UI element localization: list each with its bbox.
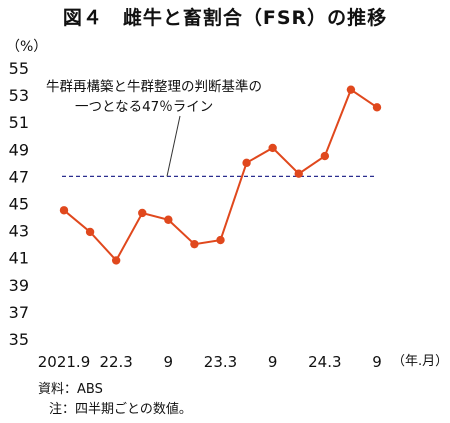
data-point [346, 85, 356, 94]
y-tick-label: 51 [9, 113, 29, 132]
y-tick-label: 45 [9, 195, 29, 214]
data-point [85, 227, 95, 237]
x-tick-label: 22.3 [99, 353, 132, 371]
x-tick-label: 9 [372, 353, 382, 371]
annotation-leader [166, 115, 181, 177]
x-tick-label: 9 [164, 353, 174, 371]
data-point [320, 151, 330, 161]
data-point [268, 143, 277, 153]
data-point [164, 215, 173, 224]
x-tick-labels: 2021.9 22.3 9 23.3 9 24.3 9 [38, 353, 382, 371]
x-tick-label: 2021.9 [38, 353, 91, 371]
chart-title: 図４ 雌牛と畜割合（FSR）の推移 [62, 7, 388, 29]
source-note: 資料：ABS [38, 382, 103, 397]
y-tick-label: 43 [9, 222, 29, 241]
y-tick-label: 55 [9, 59, 29, 78]
y-tick-label: 35 [9, 330, 29, 349]
data-point [111, 256, 121, 265]
x-tick-label: 24.3 [308, 353, 341, 371]
y-axis-unit: （%） [6, 39, 48, 55]
series-line [63, 88, 378, 263]
data-point [216, 235, 225, 245]
y-tick-label: 53 [9, 86, 29, 105]
y-tick-label: 41 [9, 249, 29, 268]
y-tick-labels: 35 37 39 41 43 45 47 49 51 53 55 [9, 59, 29, 349]
data-point [138, 208, 147, 218]
y-tick-label: 49 [9, 140, 29, 159]
annotation-line1: 牛群再構築と牛群整理の判断基準の [46, 78, 262, 95]
quarterly-note: 注：四半期ごとの数値。 [49, 402, 192, 417]
x-axis-unit: （年.月） [392, 354, 449, 369]
y-tick-label: 37 [9, 303, 29, 322]
data-point [242, 158, 251, 168]
y-tick-label: 39 [9, 276, 29, 295]
data-point [190, 239, 199, 249]
x-tick-label: 9 [268, 353, 278, 371]
data-points [59, 85, 382, 265]
footnotes: 資料：ABS 注：四半期ごとの数値。 [38, 380, 192, 420]
data-point [372, 103, 382, 112]
x-tick-label: 23.3 [204, 353, 237, 371]
annotation-line2: 一つとなる47％ライン [75, 99, 213, 115]
y-tick-label: 47 [9, 167, 29, 186]
data-point [294, 169, 303, 178]
data-point [59, 206, 69, 215]
